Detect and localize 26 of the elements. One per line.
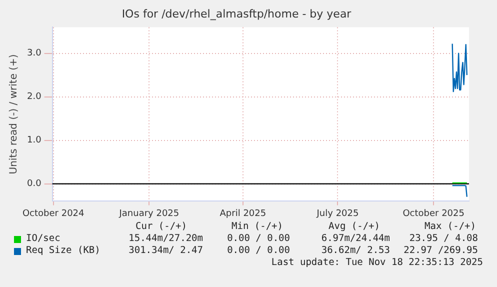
text: 22.97 /269.95 — [404, 245, 478, 257]
x-tick-label: July 2025 — [316, 208, 359, 219]
text: 23.95 / 4.08 — [409, 233, 478, 245]
y-tick-label: 1.0 — [26, 136, 42, 146]
text: 0.00 / 0.00 — [227, 245, 290, 257]
text: 36.62m/ 2.53 — [321, 245, 390, 257]
text: Cur (-/+) — [136, 221, 187, 233]
text: Max (-/+) — [424, 221, 476, 233]
text: Min (-/+) — [232, 221, 283, 233]
x-tick-label: April 2025 — [220, 208, 266, 219]
x-tick-label: October 2025 — [402, 208, 464, 219]
chart-title: IOs for /dev/rhel_almasftp/home - by year — [122, 7, 352, 20]
x-tick-label: January 2025 — [118, 208, 180, 219]
y-tick-label: 3.0 — [26, 48, 42, 59]
x-tick-label: October 2024 — [22, 208, 85, 219]
text: 6.97m/24.44m — [321, 233, 390, 245]
legend-label: IO/sec — [26, 233, 60, 245]
y-tick-label: 2.0 — [26, 92, 42, 102]
text: 0.00 / 0.00 — [227, 233, 290, 245]
text: Last update: Tue Nov 18 22:35:13 2025 — [271, 257, 483, 269]
y-axis-title: Units read (-) / write (+) — [8, 54, 20, 174]
text: 301.34m/ 2.47 — [128, 245, 203, 257]
y-tick-label: 0.0 — [26, 179, 42, 190]
legend-label: Req Size (KB) — [26, 245, 100, 257]
text: 15.44m/27.20m — [128, 233, 203, 245]
text: Avg (-/+) — [328, 221, 380, 233]
